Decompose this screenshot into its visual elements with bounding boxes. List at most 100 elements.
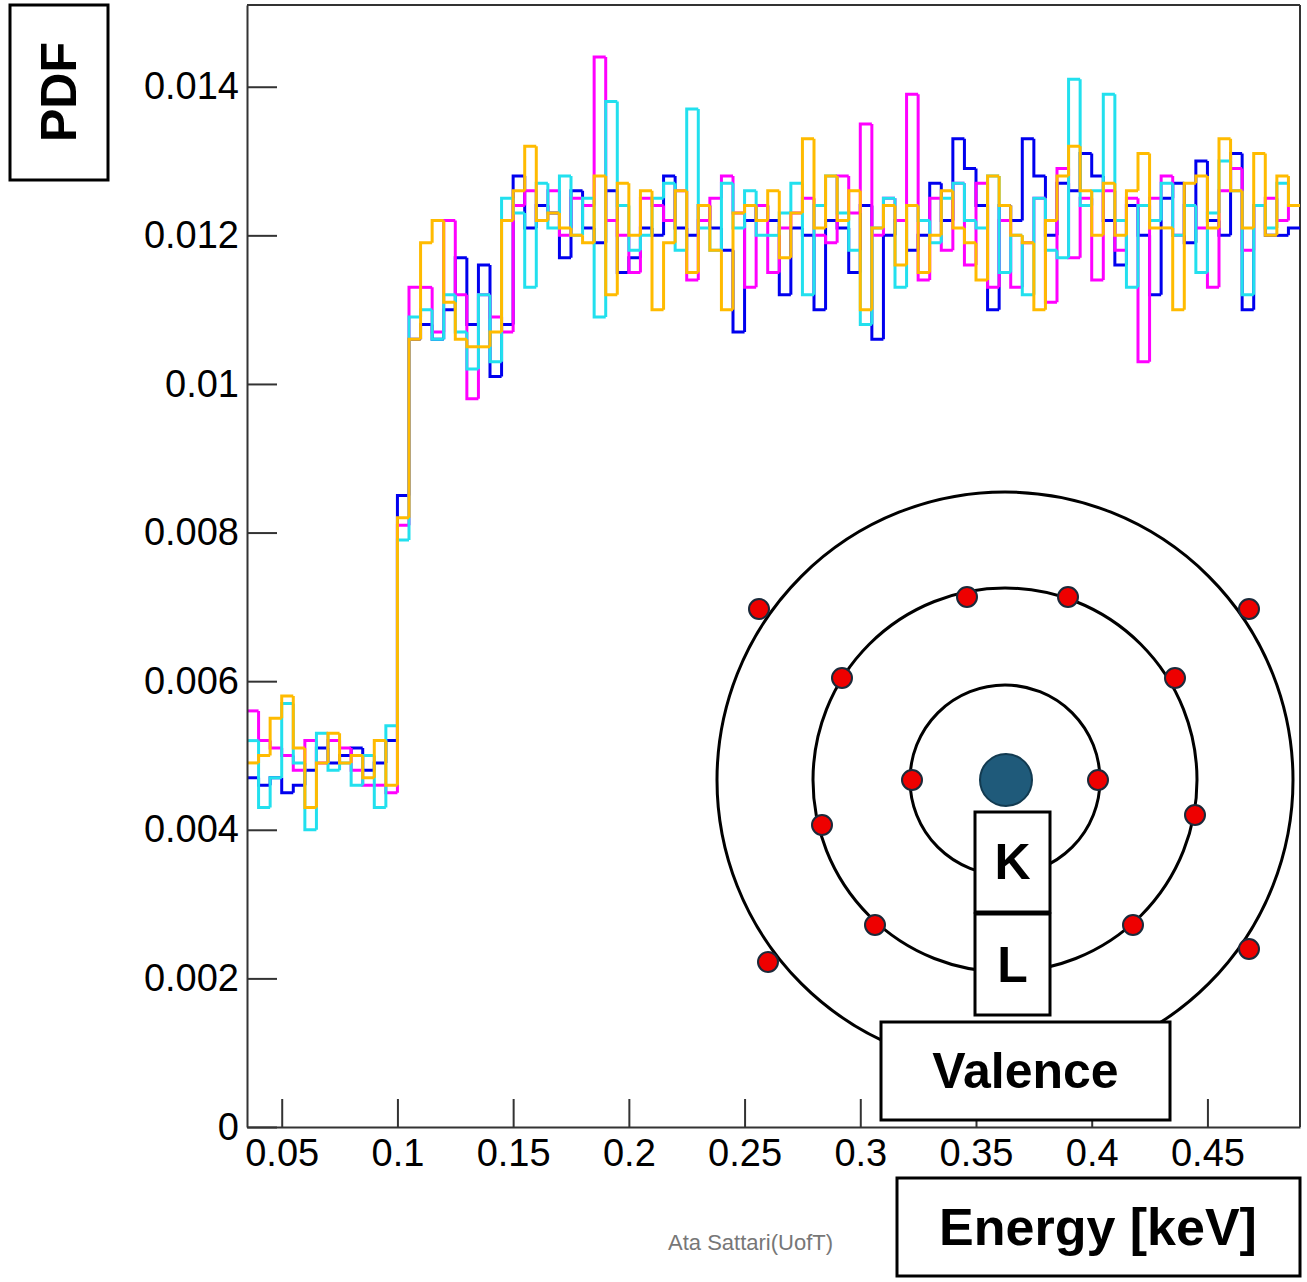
histogram-bin	[733, 213, 745, 310]
histogram-bin	[941, 198, 953, 243]
histogram-bin	[328, 748, 340, 763]
histogram-bin	[1161, 226, 1173, 229]
x-axis-line	[248, 1127, 1301, 1129]
histogram-bin	[698, 206, 710, 273]
y-tick-label: 0.006	[144, 660, 239, 702]
y-tick-mark	[247, 1127, 277, 1129]
histogram-bin	[675, 183, 687, 250]
histogram-bin	[363, 755, 375, 777]
electron	[749, 599, 769, 619]
y-tick: 0.008	[144, 511, 277, 553]
histogram-bin	[988, 176, 1000, 280]
histogram-bin	[907, 206, 919, 288]
electron	[1165, 668, 1185, 688]
histogram-series	[247, 57, 1300, 793]
histogram-bin	[548, 183, 560, 228]
y-tick: 0.012	[144, 214, 277, 256]
histogram-bin	[1057, 183, 1069, 235]
histogram-bin	[745, 191, 757, 228]
histogram-bin	[802, 139, 814, 213]
histogram-bin	[1034, 243, 1046, 310]
histogram-bin	[930, 198, 942, 280]
histogram-bin	[386, 726, 398, 808]
histogram-bin	[941, 183, 953, 220]
histogram-bin	[397, 540, 409, 726]
histogram-bin	[768, 234, 780, 237]
histogram-bin	[640, 235, 652, 250]
histogram-bin	[1288, 228, 1300, 235]
histogram-bin	[409, 339, 421, 517]
histogram-bin	[617, 183, 629, 294]
histogram-bin	[525, 213, 537, 287]
histogram-bin	[1254, 206, 1266, 295]
histogram-bin	[675, 191, 687, 243]
x-tick-mark	[744, 1099, 746, 1127]
histogram-bin	[1277, 183, 1289, 228]
histogram-bin	[1161, 176, 1173, 198]
histogram-bin	[721, 183, 733, 250]
histogram-bin	[1219, 191, 1231, 288]
histogram-bin	[652, 191, 664, 310]
histogram-bin	[814, 139, 826, 228]
histogram-bin	[1092, 154, 1104, 176]
histogram-bin	[1034, 139, 1046, 176]
histogram-bin	[907, 94, 919, 220]
histogram-bin	[826, 235, 838, 242]
label-frame	[881, 1022, 1170, 1120]
histogram-bin	[1242, 191, 1254, 228]
histogram-bin	[814, 198, 826, 235]
histogram-bin	[907, 220, 919, 250]
histogram-bin	[1069, 146, 1081, 176]
histogram-bin	[1196, 161, 1208, 243]
y-tick-label: 0.012	[144, 214, 239, 256]
histogram-bin	[640, 228, 652, 258]
histogram-bin	[860, 250, 872, 324]
y-tick-mark	[247, 829, 277, 831]
histogram-bin	[594, 176, 606, 243]
histogram-bin	[1207, 228, 1219, 287]
x-tick-mark	[513, 1099, 515, 1127]
histogram-bin	[606, 57, 618, 220]
histogram-bin	[964, 183, 976, 220]
histogram-bin	[525, 176, 537, 228]
histogram-bin	[941, 191, 953, 236]
histogram-bin	[536, 183, 548, 287]
histogram-bin	[293, 703, 305, 762]
histogram-bin	[1022, 235, 1034, 294]
y-label-box: PDF	[10, 5, 108, 180]
histogram-bin	[1184, 183, 1196, 242]
histogram-bin	[1126, 220, 1138, 287]
histogram-bin	[837, 176, 849, 213]
histogram-bin	[1173, 183, 1185, 235]
histogram-bin	[316, 741, 328, 763]
x-tick: 0.15	[477, 1099, 551, 1174]
histogram-bin	[328, 733, 340, 770]
x-tick-label: 0.2	[603, 1132, 656, 1174]
histogram-bin	[999, 176, 1011, 206]
histogram-bin	[1115, 183, 1127, 235]
histogram-bin	[664, 206, 676, 221]
histogram-bin	[1069, 183, 1081, 190]
histogram-bin	[872, 206, 884, 340]
histogram-bin	[1057, 250, 1069, 257]
nucleus	[980, 754, 1032, 806]
histogram-bin	[1126, 191, 1138, 236]
histogram-bin	[895, 198, 907, 287]
histogram-bin	[1069, 168, 1081, 257]
histogram-bin	[397, 518, 409, 785]
histogram-bin	[571, 228, 583, 235]
y-tick-mark	[247, 978, 277, 980]
histogram-bin	[698, 109, 710, 228]
y-tick: 0	[218, 1106, 277, 1148]
electron	[1239, 599, 1259, 619]
x-label-box: Energy [keV]	[897, 1178, 1300, 1276]
histogram-bin	[1184, 206, 1196, 236]
histogram-bin	[849, 176, 861, 213]
electron	[758, 952, 778, 972]
frame-right	[1299, 5, 1301, 1127]
histogram-bin	[710, 228, 722, 250]
histogram-bin	[374, 784, 386, 787]
histogram-bin	[802, 183, 814, 294]
histogram-bin	[259, 711, 271, 741]
y-tick-mark	[247, 532, 277, 534]
